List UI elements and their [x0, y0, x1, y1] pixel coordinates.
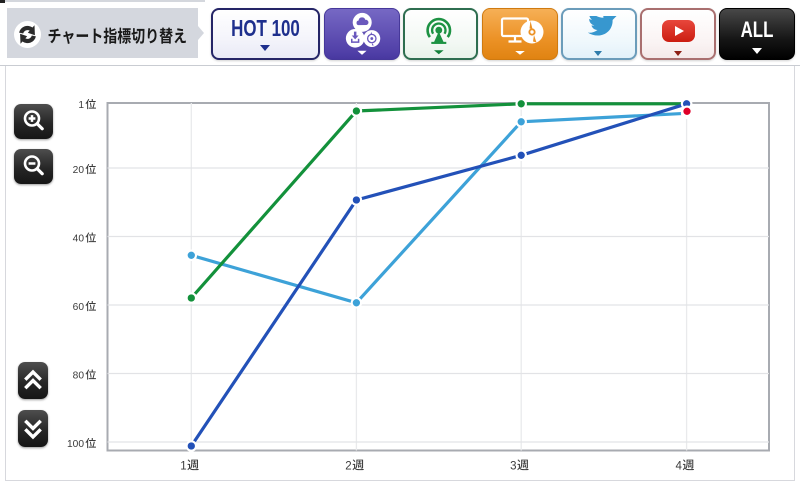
svg-text:1: 1	[78, 100, 84, 111]
svg-text:20: 20	[73, 165, 85, 176]
svg-text:40: 40	[73, 234, 85, 245]
svg-text:100: 100	[67, 439, 84, 450]
svg-text:2: 2	[345, 460, 351, 472]
svg-text:80: 80	[73, 371, 85, 382]
svg-text:1: 1	[180, 460, 186, 472]
svg-text:3: 3	[510, 460, 516, 472]
svg-text:4: 4	[675, 460, 682, 472]
svg-text:60: 60	[73, 302, 85, 313]
